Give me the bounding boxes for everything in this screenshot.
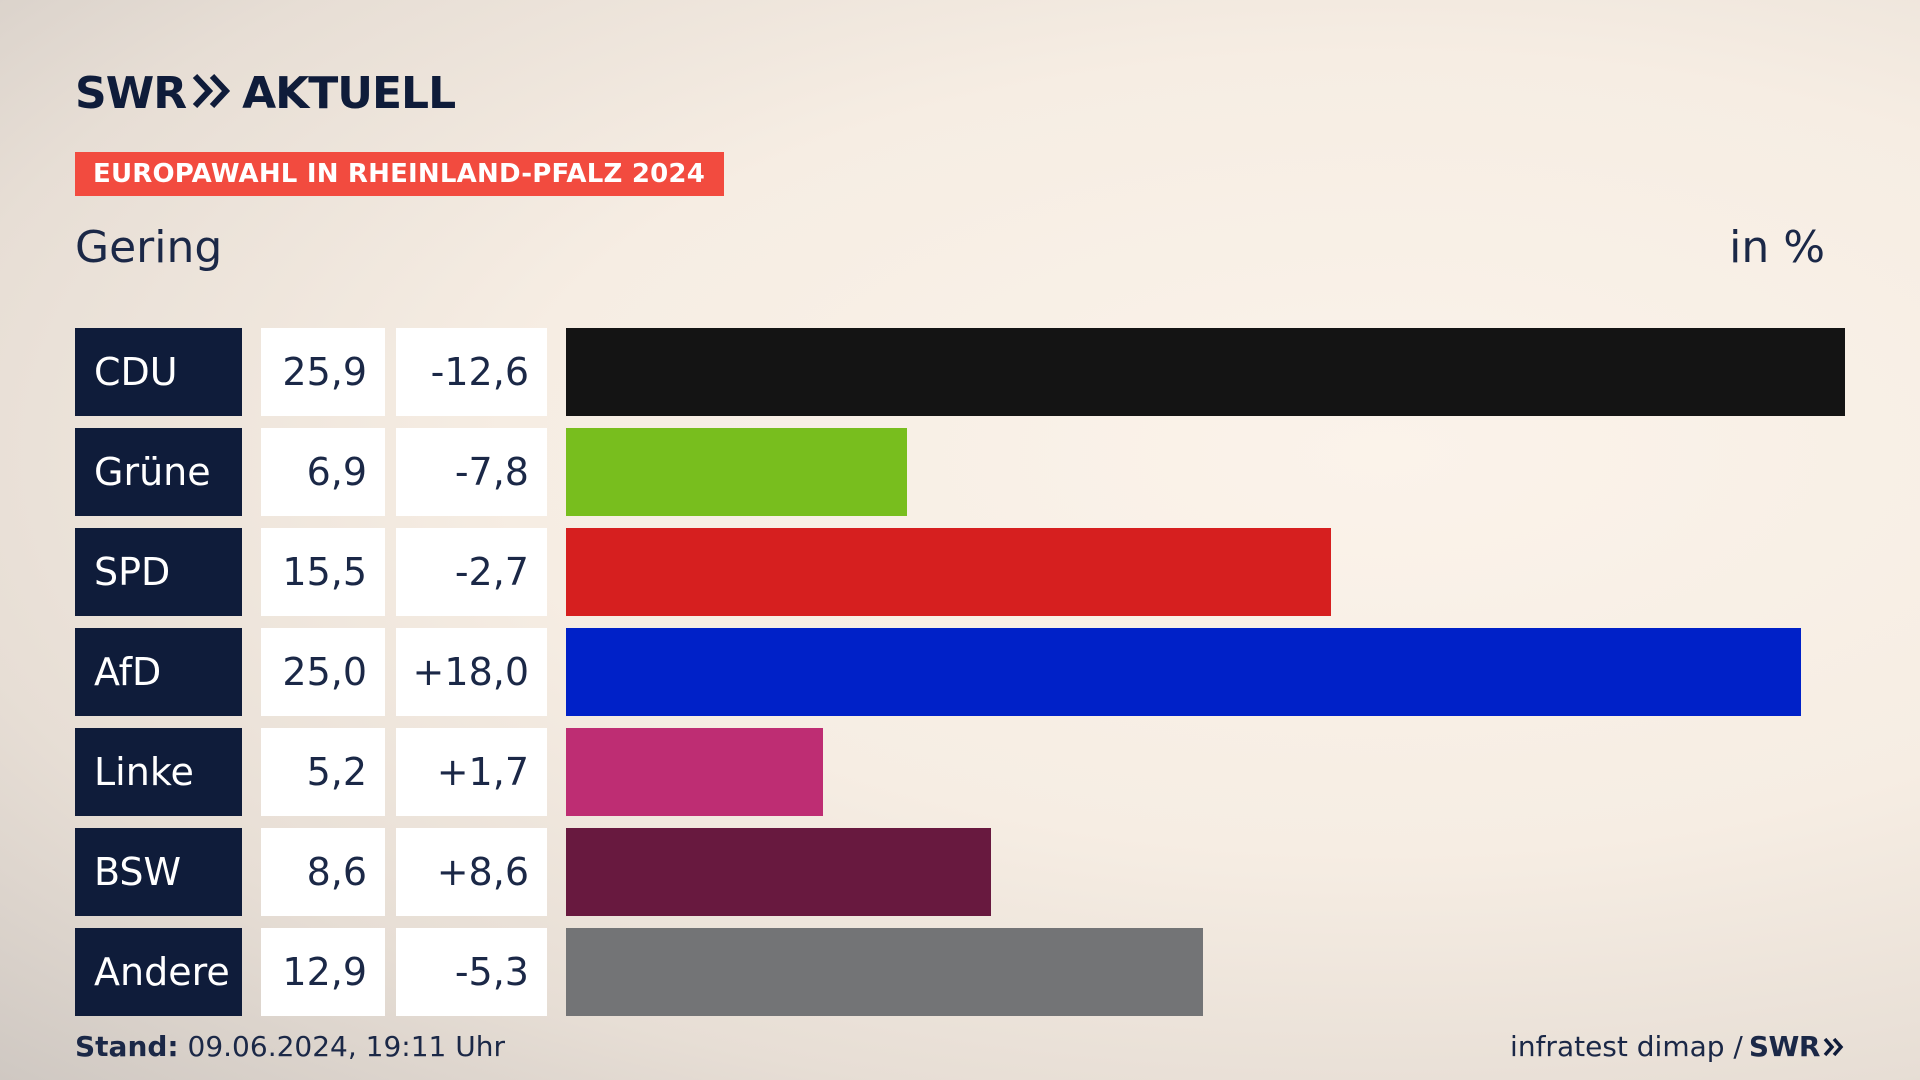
diff-label: +18,0 — [396, 628, 547, 716]
bar — [566, 728, 823, 816]
chart-row: Andere 12,9 -5,3 — [0, 928, 1920, 1016]
bar — [566, 328, 1845, 416]
bar — [566, 928, 1203, 1016]
chart-row: SPD 15,5 -2,7 — [0, 528, 1920, 616]
party-label: Linke — [75, 728, 242, 816]
party-label: AfD — [75, 628, 242, 716]
value-label: 8,6 — [261, 828, 385, 916]
diff-label: -7,8 — [396, 428, 547, 516]
diff-label: -5,3 — [396, 928, 547, 1016]
unit-label: in % — [1729, 222, 1825, 273]
stand-value: 09.06.2024, 19:11 Uhr — [187, 1030, 505, 1063]
value-label: 15,5 — [261, 528, 385, 616]
value-label: 5,2 — [261, 728, 385, 816]
bar — [566, 828, 991, 916]
chart-row: Grüne 6,9 -7,8 — [0, 428, 1920, 516]
value-label: 25,0 — [261, 628, 385, 716]
diff-label: -2,7 — [396, 528, 547, 616]
value-label: 25,9 — [261, 328, 385, 416]
election-tag: EUROPAWAHL IN RHEINLAND-PFALZ 2024 — [75, 152, 724, 196]
party-label: BSW — [75, 828, 242, 916]
chart-row: CDU 25,9 -12,6 — [0, 328, 1920, 416]
party-label: SPD — [75, 528, 242, 616]
diff-label: +1,7 — [396, 728, 547, 816]
logo-aktuell-text: AKTUELL — [242, 67, 456, 119]
region-title: Gering — [75, 222, 223, 273]
double-chevron-icon — [192, 73, 232, 113]
diff-label: -12,6 — [396, 328, 547, 416]
party-label: Grüne — [75, 428, 242, 516]
party-label: CDU — [75, 328, 242, 416]
stand-label: Stand: — [75, 1030, 179, 1063]
bar — [566, 628, 1801, 716]
value-label: 6,9 — [261, 428, 385, 516]
party-label: Andere — [75, 928, 242, 1016]
source-text: infratest dimap / — [1510, 1030, 1743, 1063]
footer-brand: SWR — [1748, 1030, 1821, 1063]
swr-aktuell-logo: SWR AKTUELL — [75, 67, 456, 119]
bar — [566, 528, 1331, 616]
logo-swr-text: SWR — [75, 67, 187, 119]
bar — [566, 428, 907, 516]
source-credit: infratest dimap / SWR — [1510, 1030, 1845, 1063]
value-label: 12,9 — [261, 928, 385, 1016]
diff-label: +8,6 — [396, 828, 547, 916]
chart-row: AfD 25,0 +18,0 — [0, 628, 1920, 716]
timestamp: Stand: 09.06.2024, 19:11 Uhr — [75, 1030, 505, 1063]
chart-row: Linke 5,2 +1,7 — [0, 728, 1920, 816]
chart-row: BSW 8,6 +8,6 — [0, 828, 1920, 916]
double-chevron-icon — [1823, 1037, 1845, 1057]
